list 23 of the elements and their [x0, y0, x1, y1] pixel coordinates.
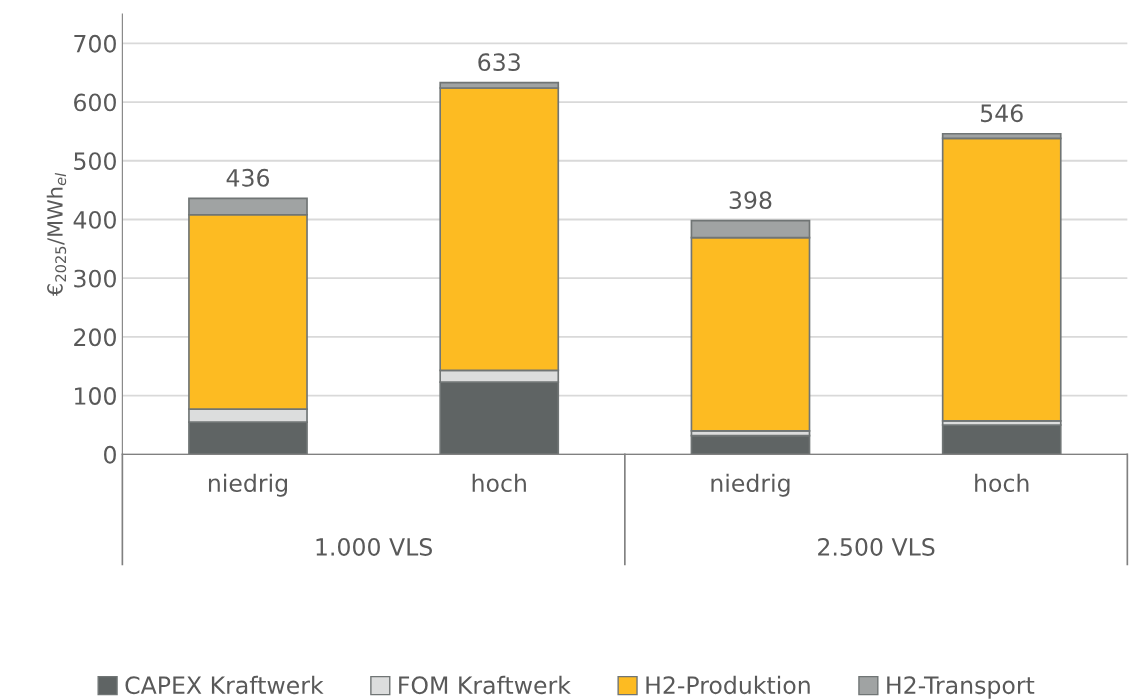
- legend-label: FOM Kraftwerk: [399, 675, 571, 695]
- y-tick-label: 300: [74, 269, 116, 288]
- y-tick-label: 700: [74, 34, 116, 53]
- legend-label: H2-Transport: [887, 676, 1035, 699]
- text: 2.500 VLS: [818, 538, 935, 556]
- y-tick-label: 600: [74, 93, 116, 112]
- y-tick-label: 200: [74, 328, 116, 347]
- x-tick-label: hoch: [472, 473, 526, 493]
- x-tick-label: niedrig: [711, 473, 790, 497]
- text: 1.000 VLS: [316, 538, 432, 556]
- total-label: 436: [226, 168, 270, 187]
- legend-label: CAPEX Kraftwerk: [125, 675, 324, 695]
- x-tick-label: niedrig: [208, 473, 287, 497]
- total-label: 546: [981, 104, 1023, 123]
- x-tick-label: hoch: [975, 473, 1029, 493]
- y-tick-label: 0: [104, 445, 116, 464]
- y-tick-label: 100: [75, 387, 116, 405]
- legend-label: H2-Produktion: [646, 675, 810, 695]
- y-tick-label: 500: [74, 152, 116, 171]
- y-tick-label: 400: [73, 210, 116, 229]
- total-label: 633: [478, 53, 520, 72]
- total-label: 398: [729, 191, 772, 210]
- y-axis-title: €$_{2025}$/MWh$_{el}$: [46, 172, 67, 297]
